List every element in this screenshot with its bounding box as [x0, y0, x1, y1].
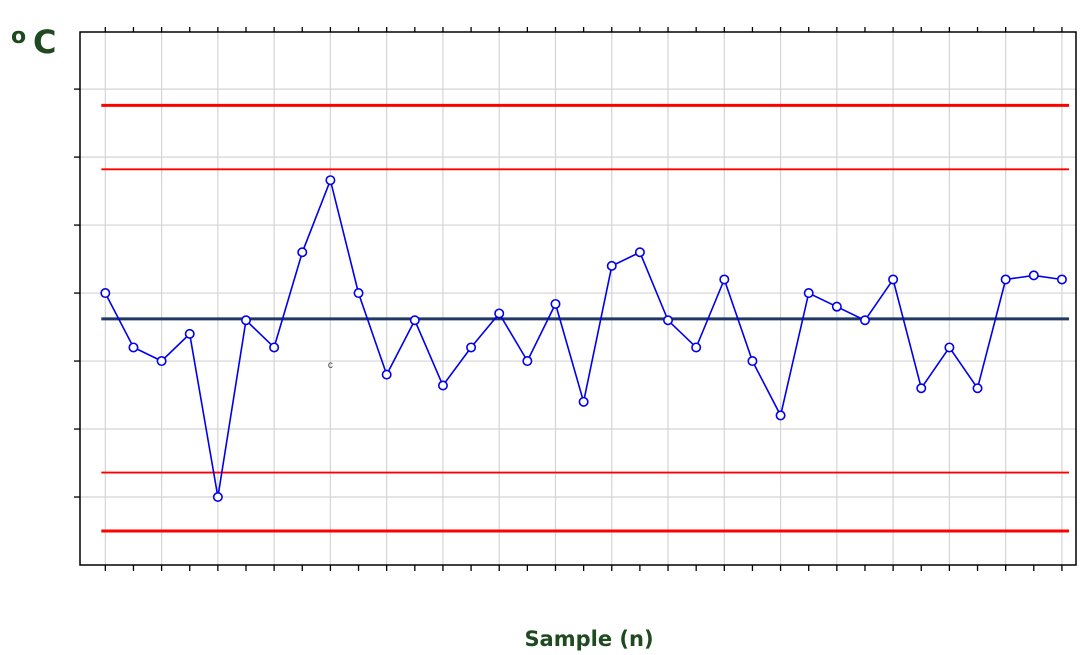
- unit-letter: C: [33, 23, 56, 61]
- data-point-27: [831, 301, 842, 312]
- data-point-30: [916, 383, 927, 394]
- unit-degree: o: [11, 24, 26, 49]
- data-point-35: [1056, 274, 1067, 285]
- data-point-5: [212, 492, 223, 503]
- axes: [74, 27, 1077, 571]
- data-point-13: [437, 380, 448, 391]
- data-point-32: [972, 383, 983, 394]
- data-point-21: [663, 315, 674, 326]
- data-point-29: [888, 274, 899, 285]
- data-point-4: [184, 328, 195, 339]
- data-series: [100, 175, 1067, 503]
- data-point-2: [128, 342, 139, 353]
- stray-label: c: [328, 360, 333, 371]
- data-point-16: [522, 356, 533, 367]
- data-point-11: [381, 369, 392, 380]
- data-point-31: [944, 342, 955, 353]
- data-point-25: [775, 410, 786, 421]
- data-point-10: [353, 288, 364, 299]
- data-point-3: [156, 356, 167, 367]
- data-point-9: [325, 175, 336, 186]
- data-point-26: [803, 288, 814, 299]
- data-point-18: [578, 396, 589, 407]
- data-point-20: [634, 247, 645, 258]
- x-axis-title: Sample (n): [524, 627, 653, 651]
- data-point-19: [606, 260, 617, 271]
- data-point-22: [691, 342, 702, 353]
- data-point-6: [241, 315, 252, 326]
- control-lines: [101, 103, 1069, 533]
- data-point-23: [719, 274, 730, 285]
- data-point-1: [100, 288, 111, 299]
- data-point-15: [494, 308, 505, 319]
- data-point-12: [409, 315, 420, 326]
- data-point-34: [1028, 270, 1039, 281]
- data-point-17: [550, 298, 561, 309]
- data-point-33: [1000, 274, 1011, 285]
- plot-frame: [79, 31, 1077, 566]
- grid: [80, 32, 1076, 565]
- data-point-24: [747, 356, 758, 367]
- data-point-7: [269, 342, 280, 353]
- data-point-14: [466, 342, 477, 353]
- data-point-28: [859, 315, 870, 326]
- data-point-8: [297, 247, 308, 258]
